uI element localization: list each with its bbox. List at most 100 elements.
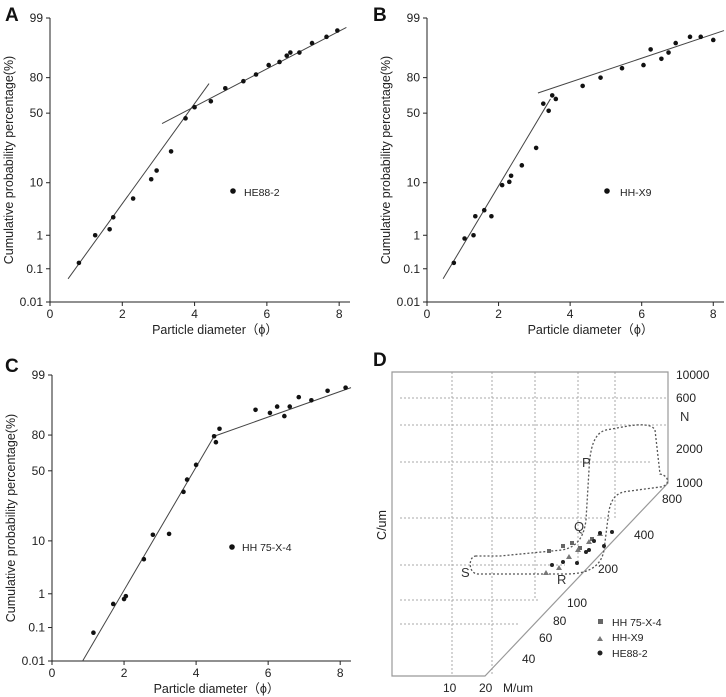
data-point bbox=[471, 232, 476, 238]
data-point bbox=[324, 34, 329, 40]
data-point bbox=[325, 388, 330, 394]
data-point bbox=[619, 65, 625, 71]
data-point bbox=[462, 236, 467, 241]
cm-label-600: 600 bbox=[676, 391, 696, 405]
data-point bbox=[659, 56, 664, 62]
data-point bbox=[92, 232, 98, 238]
x-tick-label: 6 bbox=[265, 666, 272, 680]
zone-label-q: Q bbox=[574, 519, 584, 534]
data-point bbox=[648, 47, 653, 52]
data-point bbox=[309, 40, 315, 46]
data-point bbox=[343, 385, 348, 390]
data-point bbox=[598, 75, 603, 80]
cm-label-200: 200 bbox=[598, 562, 618, 576]
data-point bbox=[154, 168, 159, 173]
zone-label-s: S bbox=[461, 565, 470, 580]
x-tick-label: 6 bbox=[264, 307, 271, 321]
x-tick-label: 0 bbox=[424, 307, 431, 321]
fit-line bbox=[67, 83, 210, 280]
legend-label: HH 75-X-4 bbox=[242, 542, 292, 554]
legend-square-marker bbox=[598, 619, 603, 624]
cm-label-1000: 1000 bbox=[676, 476, 703, 490]
data-point bbox=[193, 462, 199, 468]
x-tick-label: 8 bbox=[710, 307, 717, 321]
data-point bbox=[91, 630, 96, 636]
data-point bbox=[288, 50, 293, 55]
data-point bbox=[641, 62, 646, 68]
y-tick-label: 99 bbox=[30, 11, 44, 25]
cm-label-2000: 2000 bbox=[676, 442, 703, 456]
data-point bbox=[184, 477, 190, 482]
cm-label-400: 400 bbox=[634, 528, 654, 542]
fit-line bbox=[537, 30, 725, 94]
data-point bbox=[546, 108, 551, 114]
fit-line bbox=[442, 98, 551, 280]
panel-c: C 0 2 4 6 8 0.01 0.1 1 10 50 80 99 Particle diameter（… bbox=[4, 356, 352, 696]
x-axis-title: Particle diameter（ϕ） bbox=[152, 323, 278, 337]
cm-label-20: 20 bbox=[479, 681, 493, 695]
x-tick-label: 2 bbox=[121, 666, 128, 680]
cm-legend: HH 75-X-4 HH-X9 HE88-2 bbox=[597, 617, 662, 660]
x-tick-label: 4 bbox=[191, 307, 198, 321]
data-point bbox=[211, 433, 217, 439]
x-tick-label: 0 bbox=[47, 307, 54, 321]
data-point bbox=[208, 99, 214, 104]
y-tick-label: 0.01 bbox=[397, 295, 421, 309]
zone-label-p: P bbox=[582, 455, 591, 470]
panel-d-letter: D bbox=[373, 350, 387, 371]
data-point bbox=[698, 34, 704, 40]
fit-line bbox=[82, 435, 215, 662]
data-point bbox=[284, 53, 290, 58]
x-tick-label: 4 bbox=[193, 666, 200, 680]
data-point bbox=[508, 173, 514, 179]
y-tick-label: 1 bbox=[36, 228, 43, 242]
y-tick-label: 0.01 bbox=[22, 654, 46, 668]
legend-marker bbox=[230, 188, 236, 194]
y-tick-label: 1 bbox=[38, 587, 45, 601]
data-point bbox=[141, 556, 147, 562]
legend-label: HH-X9 bbox=[620, 187, 652, 199]
data-point bbox=[489, 213, 494, 219]
y-tick-label: 0.1 bbox=[26, 262, 43, 276]
data-point bbox=[123, 593, 129, 599]
data-point bbox=[274, 404, 280, 409]
zone-label-n: N bbox=[680, 409, 689, 424]
data-point bbox=[266, 62, 271, 68]
legend-marker bbox=[229, 544, 235, 550]
y-tick-label: 50 bbox=[407, 106, 421, 120]
y-tick-label: 50 bbox=[32, 464, 46, 478]
legend-label-2: HH-X9 bbox=[612, 632, 644, 644]
cm-frame bbox=[391, 371, 669, 677]
data-point bbox=[130, 196, 136, 201]
data-point bbox=[580, 83, 585, 89]
legend-circle-marker bbox=[597, 650, 603, 656]
data-point bbox=[499, 182, 505, 188]
cm-label-80: 80 bbox=[553, 614, 567, 628]
cm-label-100: 100 bbox=[567, 596, 587, 610]
cm-label-60: 60 bbox=[539, 631, 553, 645]
data-point bbox=[223, 85, 228, 91]
data-point bbox=[253, 407, 258, 413]
data-point bbox=[166, 531, 172, 537]
panel-letter: C bbox=[5, 356, 19, 377]
data-point bbox=[297, 50, 302, 55]
y-tick-label: 10 bbox=[407, 176, 421, 190]
legend-triangle-marker bbox=[597, 636, 603, 641]
y-axis-title: Cumulative probability percentage(%) bbox=[4, 414, 18, 622]
data-point bbox=[148, 176, 154, 182]
data-point bbox=[253, 72, 259, 77]
x-axis-title: Particle diameter（ϕ） bbox=[154, 682, 280, 696]
legend-marker bbox=[604, 188, 610, 194]
data-point bbox=[110, 601, 116, 607]
data-point bbox=[287, 404, 293, 409]
data-point bbox=[507, 179, 512, 185]
data-point bbox=[183, 116, 188, 121]
data-point bbox=[533, 145, 539, 151]
panel-letter: B bbox=[373, 5, 387, 26]
cm-label-10000: 10000 bbox=[676, 368, 710, 382]
data-point bbox=[553, 96, 559, 102]
cm-zone-outline bbox=[469, 424, 669, 575]
x-tick-label: 0 bbox=[49, 666, 56, 680]
cm-y-axis-title: C/um bbox=[375, 510, 389, 540]
